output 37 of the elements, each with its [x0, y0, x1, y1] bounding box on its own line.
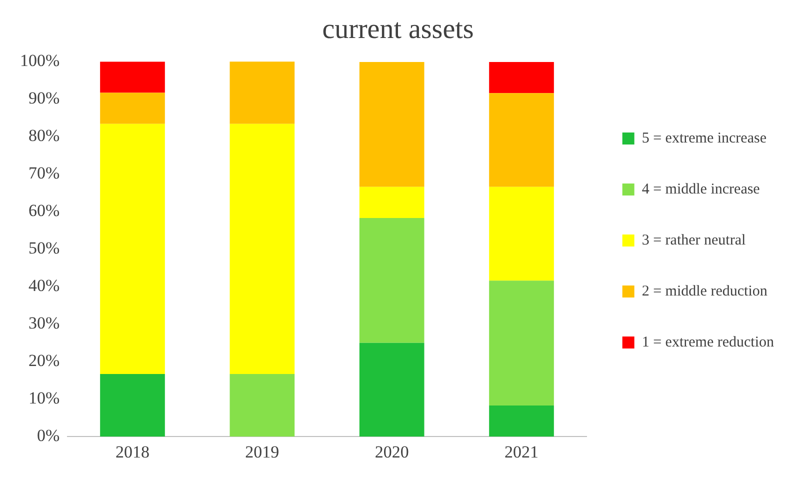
- bar: [489, 280, 554, 406]
- x-tick-label: 2020: [374, 442, 409, 462]
- y-tick-label: 20%: [28, 351, 60, 370]
- x-tick-label: 2019: [245, 442, 280, 462]
- chart-title: current assets: [322, 14, 474, 46]
- bar: [230, 374, 295, 437]
- bar: [489, 62, 554, 94]
- bar: [359, 342, 424, 437]
- y-tick-label: 10%: [28, 388, 60, 408]
- y-tick-label: 50%: [28, 238, 60, 258]
- legend-label: 4 = middle increase: [642, 181, 760, 198]
- bar: [100, 124, 165, 374]
- y-tick-label: 0%: [36, 426, 60, 446]
- legend-label: 5 = extreme increase: [642, 130, 767, 146]
- legend-label: 2 = middle reduction: [642, 283, 768, 300]
- bar: [489, 93, 554, 187]
- bar: [489, 186, 554, 281]
- bar: [489, 405, 554, 437]
- bar: [100, 92, 165, 124]
- bar: [230, 62, 295, 124]
- y-tick-label: 30%: [28, 314, 60, 333]
- x-tick-label: 2018: [115, 442, 150, 462]
- bar: [359, 218, 424, 343]
- bar: [230, 124, 295, 374]
- y-tick-label: 40%: [28, 276, 60, 296]
- bar: [100, 374, 165, 437]
- bar: [359, 62, 424, 187]
- legend-label: 3 = rather neutral: [642, 232, 746, 248]
- y-tick-label: 100%: [20, 51, 60, 70]
- bar: [100, 62, 165, 93]
- y-tick-label: 90%: [28, 88, 60, 108]
- y-tick-label: 70%: [28, 164, 60, 183]
- y-tick-label: 60%: [28, 201, 60, 220]
- bar: [359, 186, 424, 218]
- y-tick-label: 80%: [28, 126, 60, 146]
- legend-label: 1 = extreme reduction: [642, 334, 774, 350]
- x-tick-label: 2021: [504, 442, 539, 462]
